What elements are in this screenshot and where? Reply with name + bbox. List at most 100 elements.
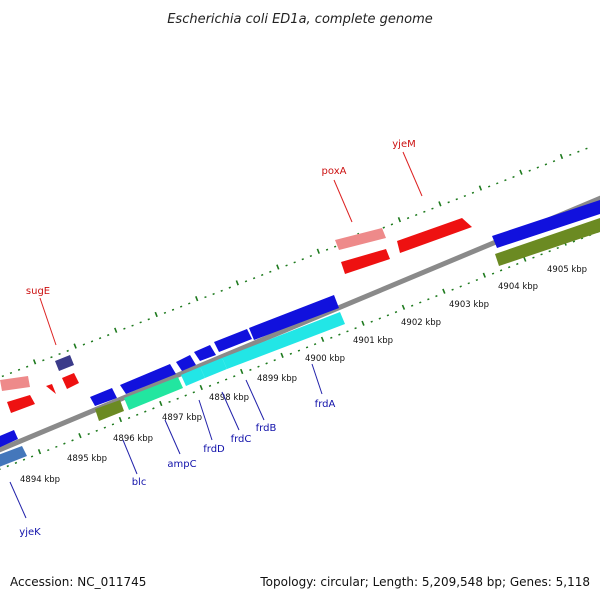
- minor-tick: [301, 258, 304, 261]
- cds-feature-olive[interactable]: [495, 218, 600, 266]
- major-tick: [195, 296, 199, 302]
- gene-label-frdB[interactable]: frdB: [256, 423, 277, 434]
- cds-feature-reverse-light[interactable]: [0, 446, 27, 469]
- gene-label-frdC[interactable]: frdC: [231, 434, 252, 445]
- cds-feature-cyan[interactable]: [181, 367, 205, 386]
- gene-label-yjeM[interactable]: yjeM: [392, 139, 415, 150]
- scale-label: 4898 kbp: [209, 393, 249, 403]
- gene-label-ampC[interactable]: ampC: [167, 459, 196, 470]
- minor-tick: [516, 262, 519, 266]
- major-tick: [401, 304, 406, 310]
- cds-feature-reverse[interactable]: [194, 345, 216, 361]
- cds-feature-reverse[interactable]: [214, 329, 252, 352]
- minor-tick: [544, 163, 548, 166]
- minor-tick: [289, 352, 293, 355]
- cds-feature-reverse[interactable]: [249, 295, 339, 340]
- minor-tick: [188, 302, 191, 305]
- cds-feature-forward[interactable]: [335, 228, 386, 250]
- inner-tick-ring: [0, 230, 600, 470]
- minor-tick: [293, 261, 296, 264]
- cds-feature-forward[interactable]: [397, 218, 472, 253]
- minor-tick: [451, 288, 454, 291]
- minor-tick: [233, 375, 236, 378]
- minor-tick: [252, 277, 256, 280]
- minor-tick: [103, 426, 107, 429]
- minor-tick: [297, 349, 301, 352]
- cds-feature-olive[interactable]: [95, 400, 124, 421]
- cds-feature-green[interactable]: [124, 377, 183, 410]
- gene-label-blc[interactable]: blc: [132, 477, 147, 488]
- minor-tick: [273, 359, 276, 362]
- gene-label-frdA[interactable]: frdA: [315, 399, 336, 410]
- gene-label-yjeK[interactable]: yjeK: [19, 527, 41, 538]
- cds-feature-forward[interactable]: [7, 395, 35, 413]
- minor-tick: [325, 248, 329, 251]
- minor-tick: [354, 327, 357, 330]
- minor-tick: [260, 273, 264, 277]
- cds-feature-forward[interactable]: [62, 373, 79, 389]
- cds-feature-reverse[interactable]: [176, 355, 196, 371]
- minor-tick: [216, 381, 220, 384]
- cds-feature-forward[interactable]: [341, 249, 390, 274]
- cds-feature-reverse[interactable]: [0, 430, 18, 450]
- leader-line: [311, 363, 323, 395]
- scale-label: 4902 kbp: [401, 318, 441, 328]
- minor-tick: [25, 365, 29, 368]
- minor-tick: [540, 253, 543, 256]
- minor-tick: [123, 327, 126, 330]
- minor-tick: [42, 359, 45, 362]
- minor-tick: [224, 378, 228, 381]
- minor-tick: [82, 343, 86, 346]
- minor-tick: [313, 343, 317, 346]
- major-tick: [559, 153, 564, 160]
- minor-tick: [228, 286, 232, 289]
- minor-tick: [63, 442, 66, 445]
- minor-tick: [285, 264, 288, 267]
- cds-feature-reverse[interactable]: [90, 388, 117, 406]
- cds-feature-forward[interactable]: [46, 384, 56, 394]
- minor-tick: [338, 333, 341, 336]
- minor-tick: [249, 368, 252, 371]
- minor-tick: [572, 240, 576, 243]
- cds-feature-reverse[interactable]: [492, 200, 600, 248]
- minor-tick: [204, 296, 207, 299]
- minor-tick: [176, 397, 179, 400]
- gene-label-frdD[interactable]: frdD: [203, 444, 225, 455]
- minor-tick: [504, 179, 507, 182]
- cds-feature-navy[interactable]: [55, 355, 74, 371]
- minor-tick: [171, 308, 175, 311]
- scale-label: 4896 kbp: [113, 434, 153, 444]
- outer-tick-ring: [1, 147, 588, 378]
- minor-tick: [55, 445, 58, 448]
- cds-feature-reverse[interactable]: [120, 364, 176, 394]
- minor-tick: [212, 292, 215, 296]
- minor-tick: [106, 334, 110, 337]
- minor-tick: [512, 175, 515, 179]
- minor-tick: [487, 185, 491, 188]
- cds-feature-cyan[interactable]: [200, 358, 227, 378]
- minor-tick: [431, 207, 434, 210]
- minor-tick: [406, 217, 410, 220]
- scale-label: 4895 kbp: [67, 454, 107, 464]
- leader-line: [122, 439, 138, 475]
- minor-tick: [192, 391, 196, 394]
- minor-tick: [467, 282, 470, 285]
- minor-tick: [528, 169, 531, 172]
- scale-label: 4899 kbp: [257, 374, 297, 384]
- gene-label-poxA[interactable]: poxA: [322, 166, 347, 177]
- cds-feature-cyan[interactable]: [222, 312, 345, 369]
- minor-tick: [382, 226, 386, 229]
- cds-feature-forward[interactable]: [0, 376, 30, 391]
- scale-label: 4901 kbp: [353, 336, 393, 346]
- gene-label-sugE[interactable]: sugE: [26, 286, 50, 297]
- minor-tick: [435, 295, 438, 298]
- minor-tick: [532, 256, 535, 259]
- minor-tick: [152, 407, 155, 410]
- minor-tick: [58, 352, 61, 356]
- major-tick: [240, 368, 244, 375]
- minor-tick: [305, 346, 309, 349]
- minor-tick: [179, 305, 183, 308]
- minor-tick: [552, 160, 556, 163]
- minor-tick: [499, 269, 503, 272]
- minor-tick: [14, 461, 18, 464]
